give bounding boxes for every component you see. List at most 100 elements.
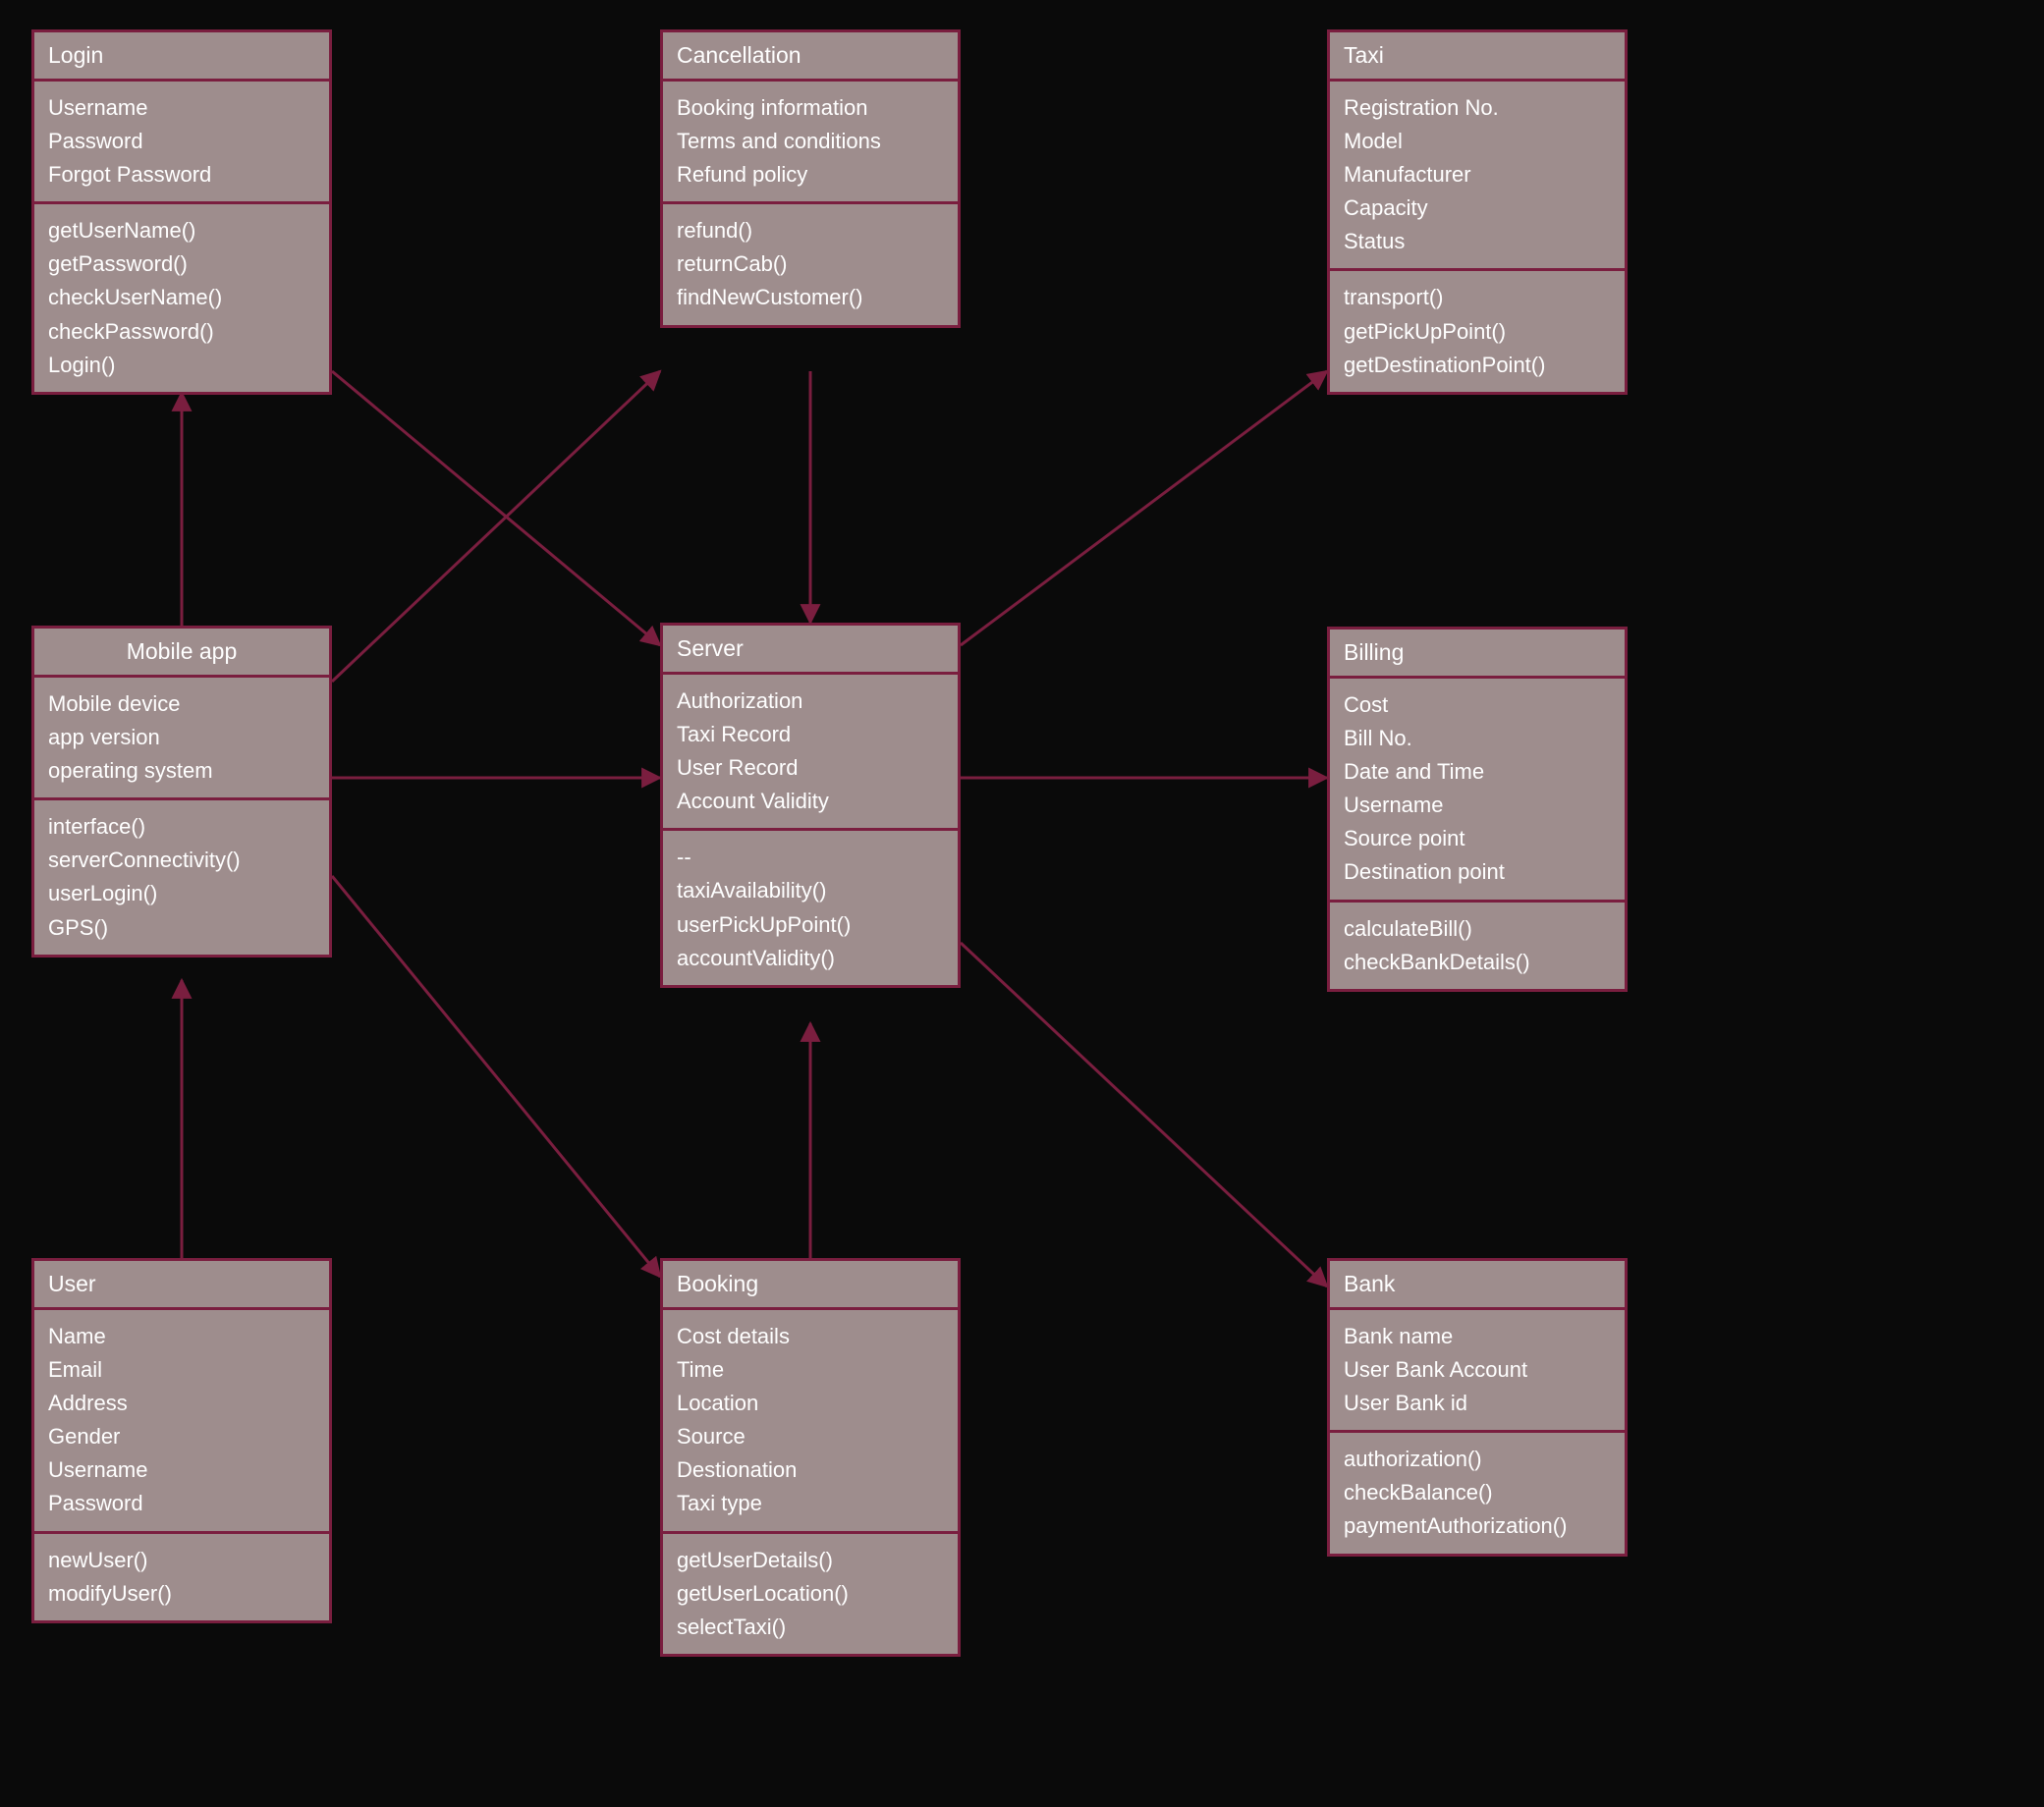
class-bank: BankBank nameUser Bank AccountUser Bank … [1327, 1258, 1628, 1557]
attribute-row: Gender [48, 1420, 315, 1453]
connector-line [332, 876, 660, 1277]
attribute-row: Source [677, 1420, 944, 1453]
attribute-row: Username [1344, 789, 1611, 822]
class-methods: transport()getPickUpPoint()getDestinatio… [1330, 271, 1625, 391]
class-title: Billing [1330, 630, 1625, 679]
method-row: getPickUpPoint() [1344, 315, 1611, 349]
attribute-row: app version [48, 721, 315, 754]
method-row: getUserName() [48, 214, 315, 247]
class-attributes: AuthorizationTaxi RecordUser RecordAccou… [663, 675, 958, 831]
method-row: userPickUpPoint() [677, 908, 944, 942]
class-attributes: UsernamePasswordForgot Password [34, 82, 329, 204]
connector-line [961, 371, 1327, 645]
attribute-row: Cost details [677, 1320, 944, 1353]
class-mobileapp: Mobile appMobile deviceapp versionoperat… [31, 626, 332, 958]
method-row: GPS() [48, 911, 315, 945]
method-row: findNewCustomer() [677, 281, 944, 314]
attribute-row: Forgot Password [48, 158, 315, 192]
method-row: selectTaxi() [677, 1611, 944, 1644]
method-row: transport() [1344, 281, 1611, 314]
attribute-row: Bill No. [1344, 722, 1611, 755]
attribute-row: Source point [1344, 822, 1611, 855]
class-title: Bank [1330, 1261, 1625, 1310]
class-taxi: TaxiRegistration No.ModelManufacturerCap… [1327, 29, 1628, 395]
attribute-row: Password [48, 125, 315, 158]
method-row: authorization() [1344, 1443, 1611, 1476]
class-methods: --taxiAvailability()userPickUpPoint()acc… [663, 831, 958, 984]
class-attributes: Bank nameUser Bank AccountUser Bank id [1330, 1310, 1625, 1433]
attribute-row: Location [677, 1387, 944, 1420]
class-title: Cancellation [663, 32, 958, 82]
method-row: paymentAuthorization() [1344, 1509, 1611, 1543]
class-title: Taxi [1330, 32, 1625, 82]
method-row: checkUserName() [48, 281, 315, 314]
method-row: taxiAvailability() [677, 874, 944, 907]
class-attributes: Cost detailsTimeLocationSourceDestionati… [663, 1310, 958, 1534]
connector-line [332, 371, 660, 645]
attribute-row: User Bank Account [1344, 1353, 1611, 1387]
attribute-row: Manufacturer [1344, 158, 1611, 192]
class-attributes: NameEmailAddressGenderUsernamePassword [34, 1310, 329, 1534]
attribute-row: Destination point [1344, 855, 1611, 889]
class-user: UserNameEmailAddressGenderUsernamePasswo… [31, 1258, 332, 1623]
attribute-row: Refund policy [677, 158, 944, 192]
method-row: serverConnectivity() [48, 844, 315, 877]
attribute-row: operating system [48, 754, 315, 788]
class-billing: BillingCostBill No.Date and TimeUsername… [1327, 627, 1628, 992]
attribute-row: Booking information [677, 91, 944, 125]
class-login: LoginUsernamePasswordForgot PasswordgetU… [31, 29, 332, 395]
attribute-row: Capacity [1344, 192, 1611, 225]
attribute-row: Cost [1344, 688, 1611, 722]
class-methods: authorization()checkBalance()paymentAuth… [1330, 1433, 1625, 1553]
method-row: accountValidity() [677, 942, 944, 975]
method-row: getDestinationPoint() [1344, 349, 1611, 382]
attribute-row: Name [48, 1320, 315, 1353]
method-row: newUser() [48, 1544, 315, 1577]
method-row: calculateBill() [1344, 912, 1611, 946]
method-row: checkBankDetails() [1344, 946, 1611, 979]
method-row: getPassword() [48, 247, 315, 281]
class-methods: newUser()modifyUser() [34, 1534, 329, 1620]
method-row: getUserLocation() [677, 1577, 944, 1611]
class-methods: getUserName()getPassword()checkUserName(… [34, 204, 329, 391]
class-attributes: CostBill No.Date and TimeUsernameSource … [1330, 679, 1625, 903]
method-row: modifyUser() [48, 1577, 315, 1611]
attribute-row: Authorization [677, 684, 944, 718]
attribute-row: Username [48, 1453, 315, 1487]
attribute-row: Date and Time [1344, 755, 1611, 789]
attribute-row: Model [1344, 125, 1611, 158]
diagram-canvas: LoginUsernamePasswordForgot PasswordgetU… [0, 0, 2044, 1807]
attribute-row: Terms and conditions [677, 125, 944, 158]
class-cancellation: Cancellation Booking informationTerms and… [660, 29, 961, 328]
class-title: Login [34, 32, 329, 82]
attribute-row: Taxi type [677, 1487, 944, 1520]
attribute-row: User Record [677, 751, 944, 785]
method-row: Login() [48, 349, 315, 382]
method-row: -- [677, 841, 944, 874]
method-row: checkBalance() [1344, 1476, 1611, 1509]
class-title: User [34, 1261, 329, 1310]
attribute-row: Destionation [677, 1453, 944, 1487]
class-attributes: Registration No.ModelManufacturerCapacit… [1330, 82, 1625, 271]
class-booking: BookingCost detailsTimeLocationSourceDes… [660, 1258, 961, 1657]
class-methods: calculateBill()checkBankDetails() [1330, 903, 1625, 989]
class-methods: interface()serverConnectivity()userLogin… [34, 800, 329, 954]
method-row: refund() [677, 214, 944, 247]
class-attributes: Mobile deviceapp versionoperating system [34, 678, 329, 800]
method-row: checkPassword() [48, 315, 315, 349]
method-row: returnCab() [677, 247, 944, 281]
attribute-row: Email [48, 1353, 315, 1387]
method-row: interface() [48, 810, 315, 844]
connector-line [332, 371, 660, 682]
class-methods: refund()returnCab()findNewCustomer() [663, 204, 958, 324]
method-row: userLogin() [48, 877, 315, 910]
attribute-row: Bank name [1344, 1320, 1611, 1353]
method-row: getUserDetails() [677, 1544, 944, 1577]
attribute-row: Mobile device [48, 687, 315, 721]
class-title: Booking [663, 1261, 958, 1310]
attribute-row: Registration No. [1344, 91, 1611, 125]
class-methods: getUserDetails()getUserLocation()selectT… [663, 1534, 958, 1654]
attribute-row: Status [1344, 225, 1611, 258]
class-title: Mobile app [34, 629, 329, 678]
attribute-row: Password [48, 1487, 315, 1520]
